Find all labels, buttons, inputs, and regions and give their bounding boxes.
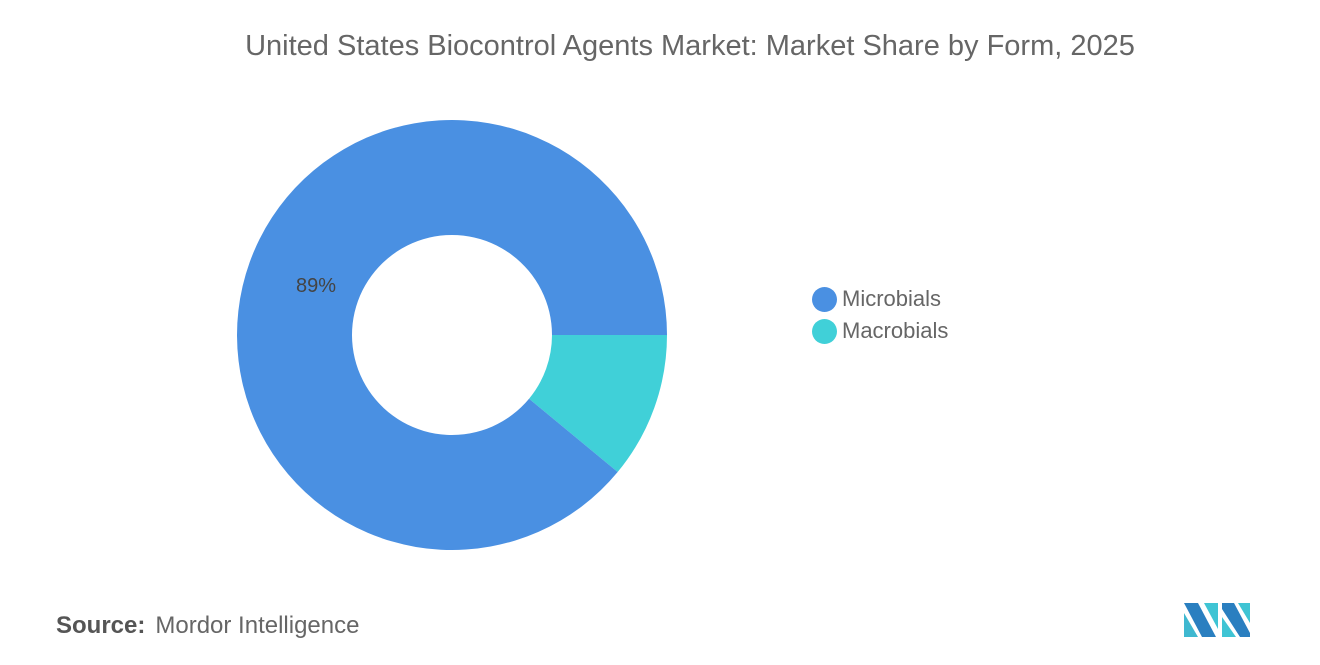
legend-item-macrobials[interactable]: Macrobials bbox=[812, 315, 948, 347]
legend-label: Microbials bbox=[842, 286, 942, 311]
slice-macrobials[interactable] bbox=[529, 335, 667, 473]
slice-microbials[interactable] bbox=[237, 119, 668, 550]
source-note: Source: Mordor Intelligence bbox=[56, 612, 359, 640]
legend-swatch-macrobials bbox=[812, 318, 837, 344]
source-label: Source: bbox=[56, 612, 146, 639]
legend: Microbials Macrobials bbox=[812, 283, 948, 347]
slice-label-microbials: 89% bbox=[296, 275, 336, 297]
legend-label: Macrobials bbox=[842, 318, 949, 343]
chart-title: United States Biocontrol Agents Market: … bbox=[245, 30, 1135, 62]
legend-swatch-microbials bbox=[812, 286, 837, 312]
legend-item-microbials[interactable]: Microbials bbox=[812, 283, 948, 315]
mordor-intelligence-logo bbox=[1184, 603, 1250, 637]
source-value: Mordor Intelligence bbox=[155, 612, 360, 639]
